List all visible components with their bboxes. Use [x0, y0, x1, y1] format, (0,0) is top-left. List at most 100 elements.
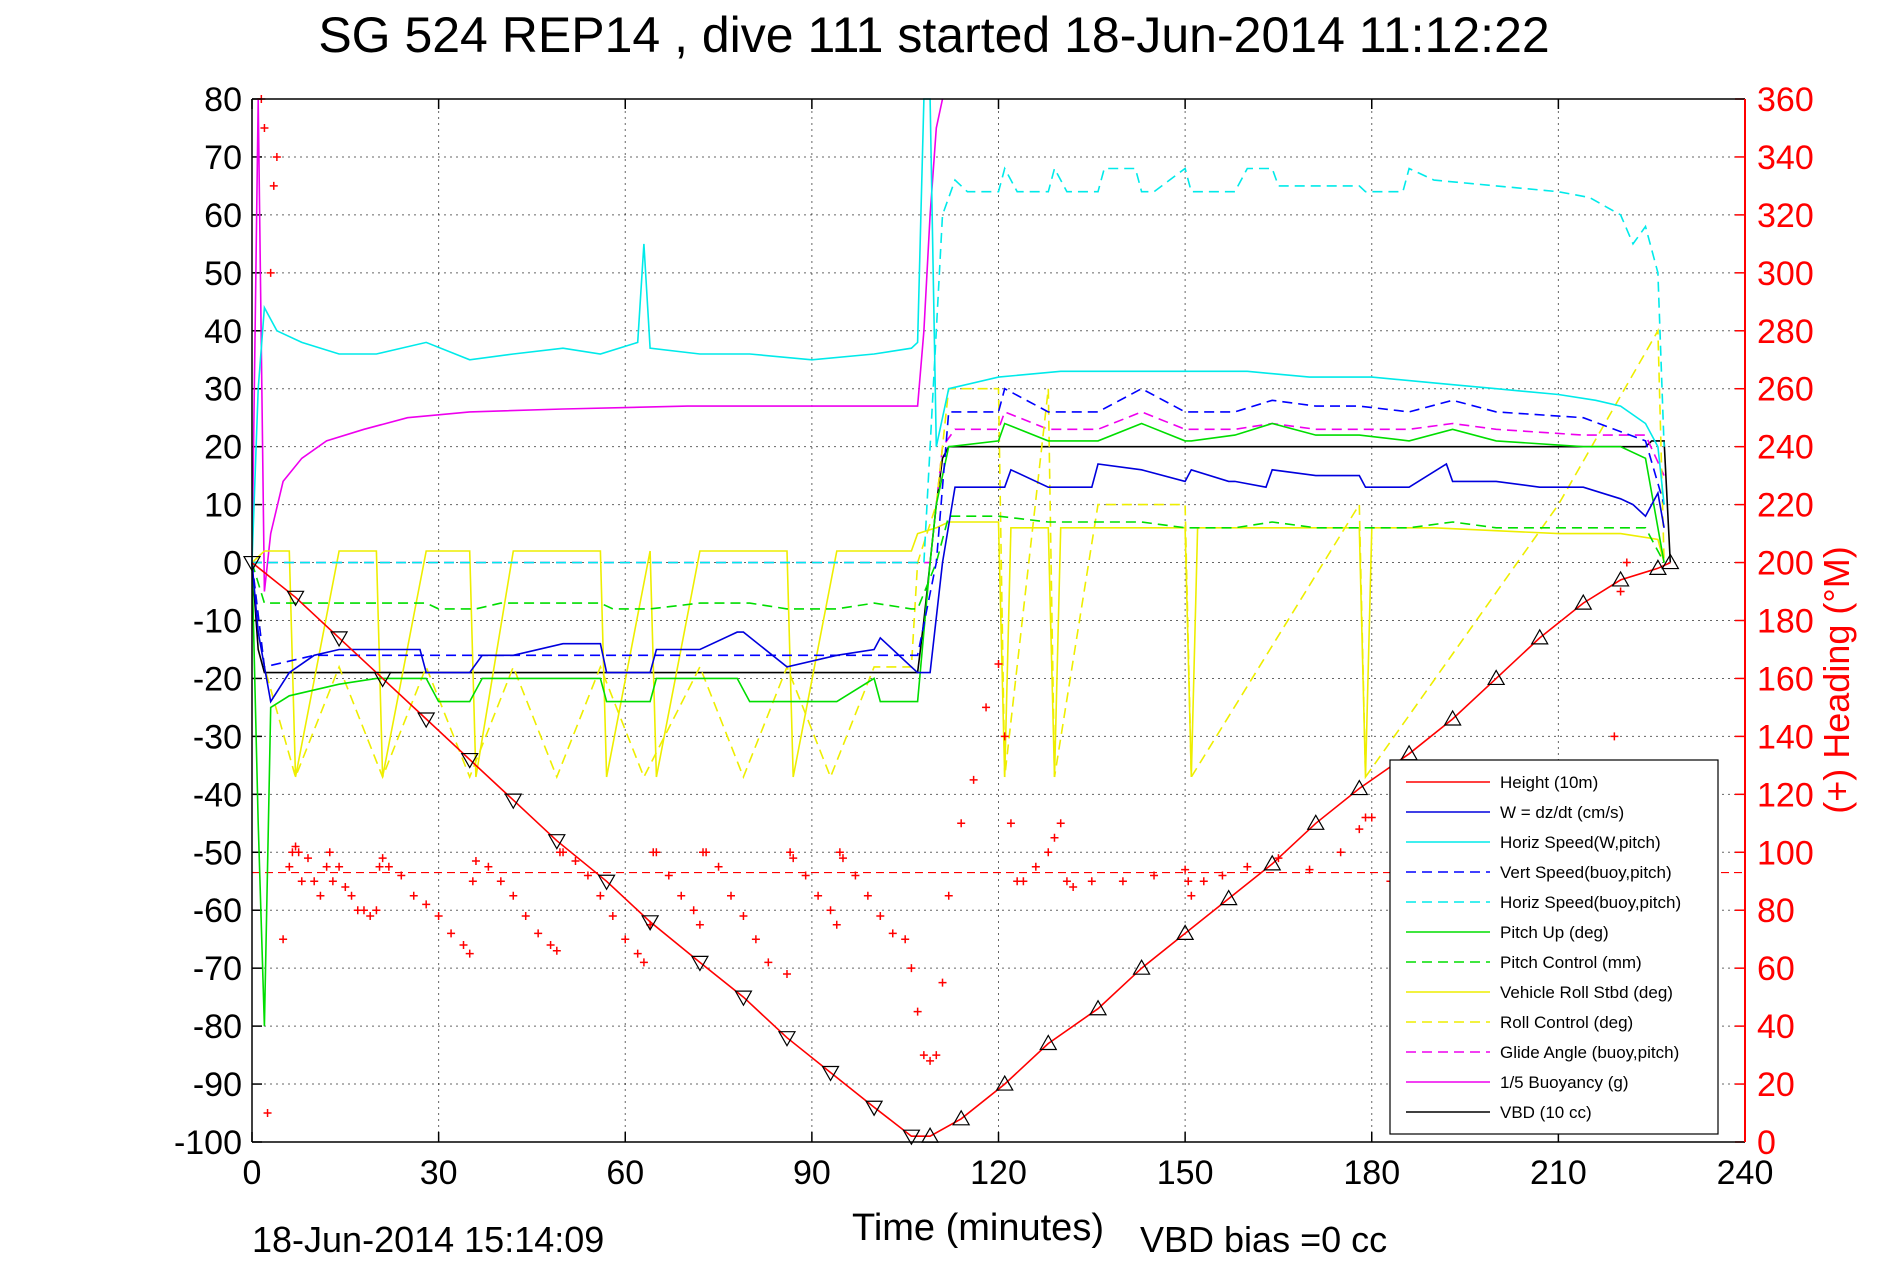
heading-point — [459, 940, 468, 949]
heading-point — [957, 819, 966, 828]
heading-point — [447, 929, 456, 938]
heading-point — [938, 978, 947, 987]
heading-point — [1336, 848, 1345, 857]
y-left-tick-label: 70 — [204, 139, 242, 177]
heading-point — [863, 891, 872, 900]
height-marker — [690, 955, 709, 972]
heading-point — [714, 862, 723, 871]
x-tick-label: 180 — [1343, 1154, 1400, 1192]
legend-label: 1/5 Buoyancy (g) — [1500, 1073, 1629, 1092]
y-right-tick-label: 260 — [1757, 371, 1814, 409]
y-left-tick-label: -90 — [193, 1066, 242, 1104]
height-marker — [1611, 570, 1630, 587]
y-right-tick-label: 20 — [1757, 1066, 1795, 1104]
x-tick-label: 210 — [1530, 1154, 1587, 1192]
series-horiz-speed-w-pitch — [251, 98, 1665, 563]
height-marker — [547, 834, 566, 850]
heading-point — [782, 969, 791, 978]
y-right-tick-label: 140 — [1757, 718, 1814, 756]
heading-point — [1610, 732, 1619, 741]
y-left-tick-label: 40 — [204, 313, 242, 351]
heading-point — [571, 856, 580, 865]
y-left-tick-label: -60 — [193, 892, 242, 930]
legend-label: Height (10m) — [1500, 773, 1598, 792]
height-marker — [1530, 628, 1549, 645]
heading-point — [677, 891, 686, 900]
height-marker — [1306, 814, 1325, 830]
heading-point — [994, 659, 1003, 668]
height-marker — [330, 631, 349, 648]
heading-point — [888, 929, 897, 938]
y-left-tick-label: 0 — [223, 545, 242, 583]
heading-point — [702, 848, 711, 857]
height-marker — [952, 1109, 971, 1126]
height-marker — [1176, 924, 1195, 940]
y-right-tick-label: 40 — [1757, 1008, 1795, 1046]
heading-point — [596, 891, 605, 900]
heading-point — [409, 891, 418, 900]
series-pitch-up-deg — [251, 422, 1665, 1027]
heading-point — [1019, 877, 1028, 886]
y-left-tick-label: -10 — [193, 603, 242, 641]
y-left-tick-label: -100 — [174, 1124, 242, 1162]
legend-label: Glide Angle (buoy,pitch) — [1500, 1043, 1679, 1062]
x-tick-label: 240 — [1717, 1154, 1774, 1192]
heading-point — [434, 912, 443, 921]
heading-point — [789, 854, 798, 863]
heading-point — [291, 842, 300, 851]
heading-point — [1150, 871, 1159, 880]
heading-point — [322, 862, 331, 871]
heading-point — [468, 877, 477, 886]
heading-point — [919, 1051, 928, 1060]
axis-ticks: 0 30 60 90 120 150 180 210 24080706050403020100-… — [174, 81, 1814, 1192]
series-pitch-control-mm — [251, 515, 1665, 610]
y-right-tick-label: 80 — [1757, 892, 1795, 930]
heading-point — [1616, 587, 1625, 596]
heading-point — [269, 181, 278, 190]
height-marker — [902, 1129, 921, 1146]
heading-point — [907, 964, 916, 973]
heading-point — [471, 856, 480, 865]
height-marker — [1219, 889, 1238, 906]
heading-point — [1087, 877, 1096, 886]
y-right-tick-label: 180 — [1757, 603, 1814, 641]
y-right-tick-label: 60 — [1757, 950, 1795, 988]
height-marker — [460, 752, 479, 769]
heading-point — [982, 703, 991, 712]
legend-label: Vehicle Roll Stbd (deg) — [1500, 983, 1673, 1002]
legend-label: W = dz/dt (cm/s) — [1500, 803, 1624, 822]
heading-point — [559, 848, 568, 857]
y-right-tick-label: 200 — [1757, 545, 1814, 583]
y-right-tick-label: 0 — [1757, 1124, 1776, 1162]
height-markers — [242, 553, 1680, 1146]
heading-point — [1000, 732, 1009, 741]
heading-point — [328, 877, 337, 886]
heading-point — [1062, 877, 1071, 886]
legend-box — [1389, 759, 1719, 1135]
heading-point — [913, 1007, 922, 1016]
legend-label: Horiz Speed(W,pitch) — [1500, 833, 1661, 852]
heading-point — [664, 871, 673, 880]
heading-point — [814, 891, 823, 900]
footer-vbd-bias: VBD bias =0 cc — [1140, 1219, 1387, 1260]
heading-point — [496, 877, 505, 886]
footer-date: 18-Jun-2014 15:14:09 — [252, 1219, 604, 1260]
heading-point — [621, 935, 630, 944]
plot-frame — [251, 98, 1746, 1143]
heading-point — [901, 935, 910, 944]
heading-point — [1218, 871, 1227, 880]
heading-point — [359, 906, 368, 915]
heading-point — [1305, 865, 1314, 874]
heading-point — [260, 123, 269, 132]
heading-point — [465, 949, 474, 958]
heading-point — [294, 848, 303, 857]
y-left-tick-label: 50 — [204, 255, 242, 293]
heading-point — [1622, 558, 1631, 567]
heading-point — [347, 891, 356, 900]
heading-point — [639, 958, 648, 967]
heading-point — [422, 900, 431, 909]
series-vert-speed-buoy-pitch — [251, 387, 1665, 668]
series-glide-angle-buoy-pitch — [252, 410, 1665, 564]
legend: Height (10m) W = dz/dt (cm/s) Horiz Speed(… — [1389, 759, 1719, 1135]
height-marker — [1039, 1034, 1058, 1051]
